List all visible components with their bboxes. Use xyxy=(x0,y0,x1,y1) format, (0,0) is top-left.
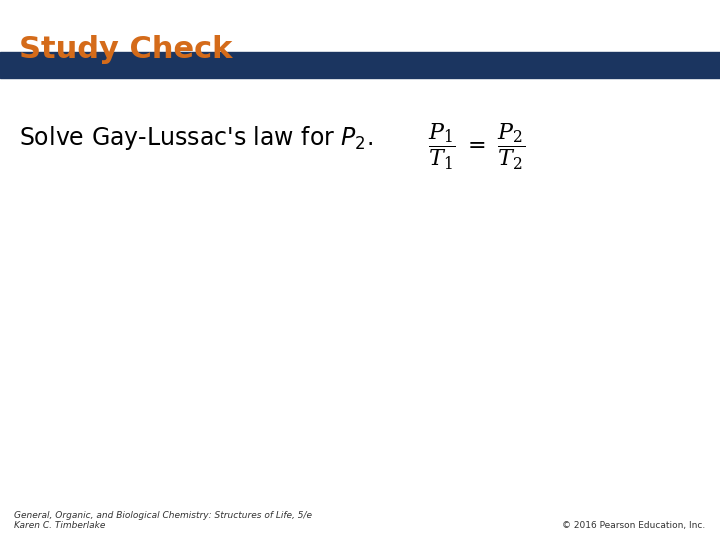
Text: © 2016 Pearson Education, Inc.: © 2016 Pearson Education, Inc. xyxy=(562,521,706,530)
Text: General, Organic, and Biological Chemistry: Structures of Life, 5/e
Karen C. Tim: General, Organic, and Biological Chemist… xyxy=(14,511,312,530)
FancyBboxPatch shape xyxy=(0,52,720,78)
Text: Study Check: Study Check xyxy=(19,35,233,64)
Text: Solve Gay-Lussac's law for $\mathit{P}_2$.: Solve Gay-Lussac's law for $\mathit{P}_2… xyxy=(19,124,374,152)
Text: $\dfrac{P_1}{T_1} \ = \ \dfrac{P_2}{T_2}$: $\dfrac{P_1}{T_1} \ = \ \dfrac{P_2}{T_2}… xyxy=(428,122,526,172)
